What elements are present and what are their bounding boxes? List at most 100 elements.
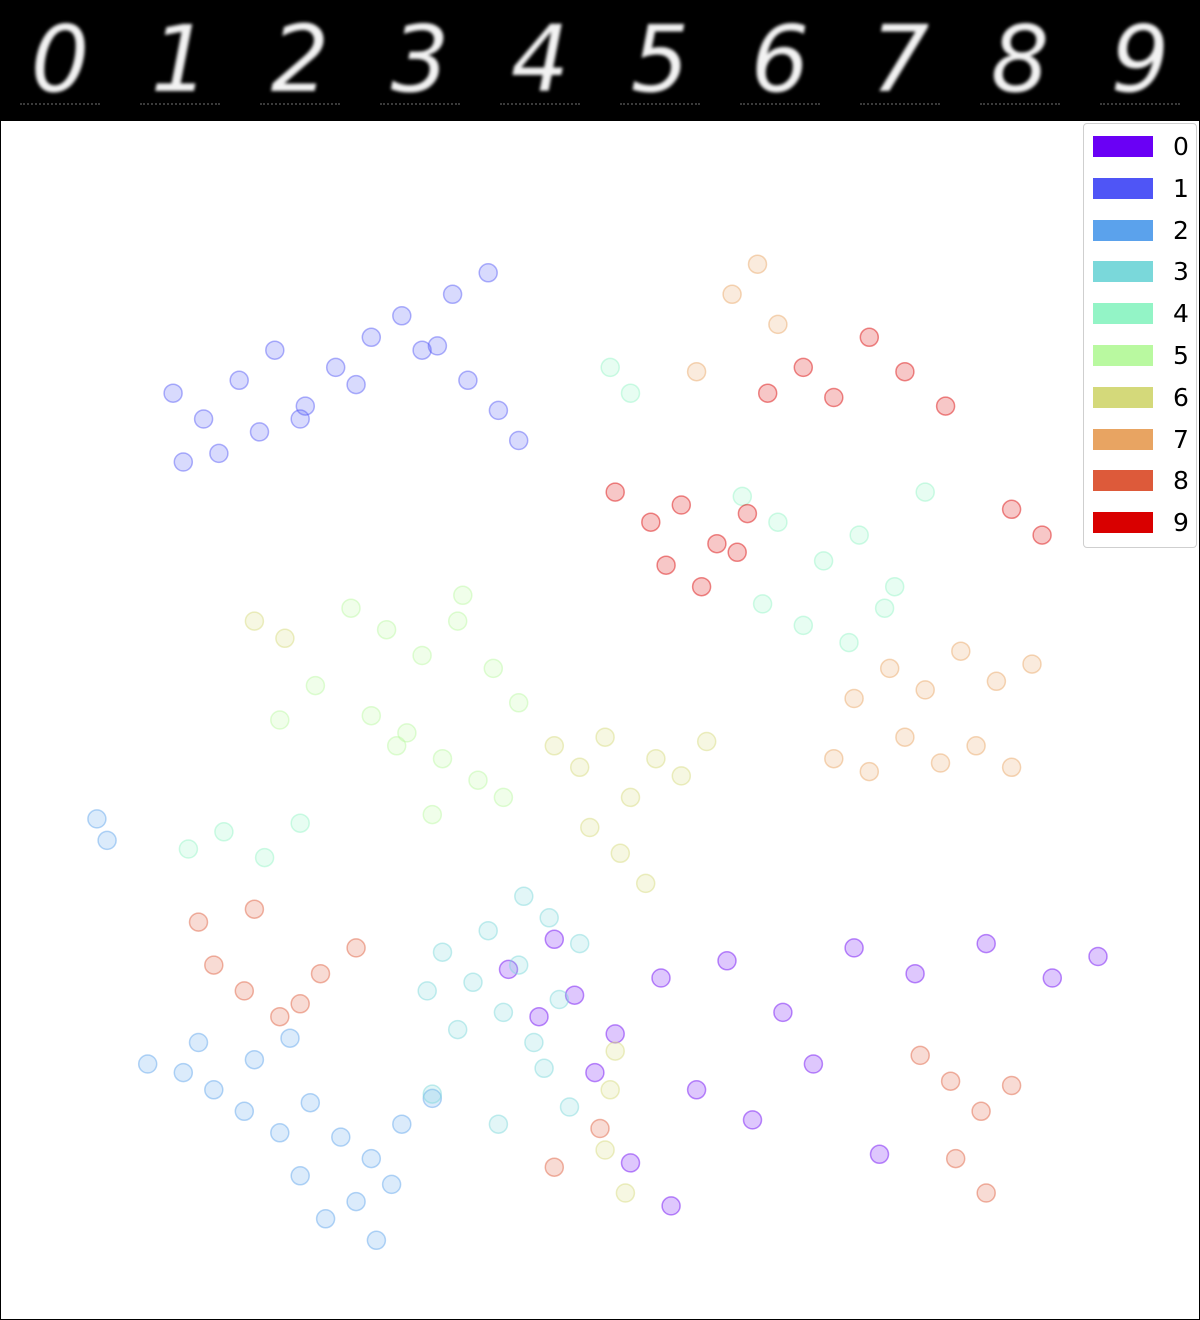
scatter-point bbox=[895, 361, 915, 382]
legend-entry-3: 3 bbox=[1093, 257, 1193, 287]
scatter-point bbox=[686, 361, 707, 382]
digit-baseline bbox=[20, 103, 100, 105]
digit-glyph: 7 bbox=[870, 6, 930, 113]
scatter-point bbox=[600, 357, 620, 378]
scatter-point bbox=[432, 748, 453, 769]
scatter-point bbox=[569, 757, 590, 778]
legend-entry-1: 1 bbox=[1093, 174, 1193, 204]
scatter-point bbox=[488, 400, 509, 421]
scatter-point bbox=[793, 357, 814, 378]
legend-entry-0: 0 bbox=[1093, 132, 1193, 162]
scatter-point bbox=[468, 770, 488, 790]
scatter-point bbox=[986, 671, 1007, 692]
scatter-point bbox=[508, 430, 529, 451]
scatter-point bbox=[244, 1049, 265, 1070]
scatter-point bbox=[234, 981, 255, 1001]
scatter-point bbox=[173, 452, 194, 472]
scatter-point bbox=[585, 1062, 605, 1083]
digit-glyph: 3 bbox=[390, 6, 450, 113]
scatter-point bbox=[463, 972, 483, 993]
digit-image-4: 4 bbox=[480, 0, 600, 120]
scatter-point bbox=[163, 383, 183, 403]
scatter-point bbox=[859, 327, 880, 348]
scatter-point bbox=[976, 933, 996, 954]
digit-glyph: 0 bbox=[30, 6, 90, 113]
legend-label: 0 bbox=[1173, 132, 1189, 161]
scatter-point bbox=[290, 813, 310, 833]
legend-swatch bbox=[1093, 136, 1153, 157]
digit-glyph: 9 bbox=[1110, 6, 1170, 113]
scatter-point bbox=[498, 959, 519, 980]
scatter-point bbox=[346, 1191, 366, 1212]
scatter-point bbox=[910, 1045, 930, 1066]
scatter-point bbox=[361, 705, 382, 726]
scatter-point bbox=[229, 370, 249, 391]
scatter-point bbox=[280, 1028, 300, 1048]
scatter-point bbox=[290, 994, 310, 1014]
scatter-point bbox=[768, 314, 788, 335]
scatter-point bbox=[824, 387, 844, 408]
scatter-point bbox=[773, 1002, 793, 1023]
scatter-point bbox=[651, 968, 671, 988]
legend-entry-5: 5 bbox=[1093, 341, 1193, 371]
series-8 bbox=[188, 899, 1022, 1203]
scatter-point bbox=[874, 598, 895, 618]
scatter-point bbox=[376, 619, 397, 640]
scatter-point bbox=[478, 263, 498, 283]
scatter-point bbox=[422, 1088, 443, 1109]
scatter-point bbox=[188, 912, 209, 932]
scatter-point bbox=[178, 839, 199, 859]
digit-baseline bbox=[260, 103, 340, 105]
scatter-point bbox=[381, 1174, 402, 1195]
scatter-point bbox=[1042, 968, 1063, 988]
scatter-point bbox=[290, 409, 310, 429]
scatter-point bbox=[549, 989, 570, 1010]
scatter-point bbox=[493, 787, 514, 808]
digit-image-6: 6 bbox=[720, 0, 840, 120]
legend-label: 8 bbox=[1173, 466, 1189, 496]
scatter-point bbox=[254, 847, 275, 868]
scatter-point bbox=[696, 731, 717, 752]
scatter-point bbox=[661, 1196, 681, 1216]
scatter-point bbox=[813, 551, 834, 571]
scatter-point bbox=[722, 284, 742, 305]
scatter-point bbox=[417, 981, 437, 1001]
scatter-point bbox=[447, 611, 468, 631]
scatter-point bbox=[325, 357, 346, 378]
scatter-point bbox=[559, 1097, 580, 1117]
scatter-point bbox=[529, 1006, 549, 1027]
scatter-point bbox=[188, 1032, 209, 1053]
scatter-point bbox=[508, 955, 529, 975]
scatter-point bbox=[544, 1157, 565, 1177]
digit-baseline bbox=[860, 103, 940, 105]
scatter-point bbox=[569, 933, 590, 954]
scatter-point bbox=[1022, 654, 1042, 674]
scatter-point bbox=[209, 443, 229, 464]
scatter-point bbox=[803, 1054, 824, 1074]
legend-label: 9 bbox=[1173, 508, 1189, 538]
scatter-point bbox=[386, 736, 407, 756]
series-0 bbox=[498, 929, 1108, 1216]
scatter-point bbox=[1001, 757, 1022, 778]
scatter-point bbox=[590, 1118, 610, 1139]
series-3 bbox=[417, 886, 590, 1134]
scatter-point bbox=[595, 727, 615, 747]
scatter-point bbox=[204, 1080, 224, 1100]
scatter-point bbox=[707, 533, 727, 554]
scatter-point bbox=[270, 1123, 290, 1143]
scatter-point bbox=[605, 1024, 625, 1044]
scatter-point bbox=[605, 1041, 625, 1061]
scatter-point bbox=[747, 254, 768, 274]
scatter-point bbox=[305, 675, 326, 696]
scatter-point bbox=[940, 1071, 961, 1091]
scatter-point bbox=[615, 1183, 636, 1203]
scatter-point bbox=[945, 1148, 966, 1169]
scatter-point bbox=[488, 1114, 509, 1134]
scatter-point bbox=[620, 383, 641, 403]
scatter-point bbox=[478, 920, 498, 941]
legend-swatch bbox=[1093, 177, 1153, 199]
scatter-point bbox=[869, 1144, 890, 1165]
scatter-point bbox=[244, 611, 265, 631]
digit-image-8: 8 bbox=[960, 0, 1080, 120]
